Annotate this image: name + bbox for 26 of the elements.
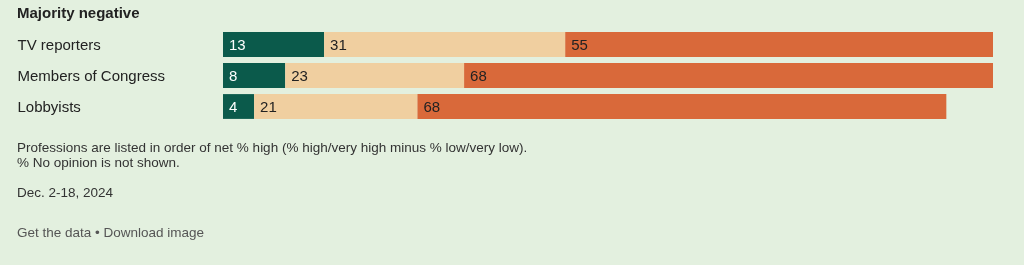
text: Majority negative (17, 4, 140, 21)
bar (565, 32, 993, 57)
text: Get the data • Download image (17, 225, 206, 240)
bar (324, 32, 566, 57)
text: Dec. 2-18, 2024 (17, 185, 115, 200)
bar (223, 94, 255, 119)
text: Professions are listed in order of net % high (% high/very high minus % low/very low). (17, 140, 529, 155)
data-label: 4 (229, 97, 238, 115)
data-label: 23 (291, 66, 308, 84)
bar (223, 32, 325, 57)
y-tick-label: Members of Congress (17, 66, 166, 84)
data-label: 21 (260, 97, 277, 115)
y-tick-label: TV reporters (17, 35, 101, 53)
text: % No opinion is not shown. (17, 155, 181, 170)
data-label: 8 (229, 66, 238, 84)
data-label: 31 (330, 35, 347, 53)
bar (254, 94, 418, 119)
bar (417, 94, 947, 119)
data-label: 68 (423, 97, 441, 115)
y-tick-label: Lobbyists (17, 97, 81, 115)
bar (285, 63, 465, 88)
bar (464, 63, 993, 88)
data-label: 55 (571, 35, 588, 53)
bar (223, 63, 286, 88)
data-label: 68 (470, 66, 487, 84)
data-label: 13 (229, 35, 246, 53)
